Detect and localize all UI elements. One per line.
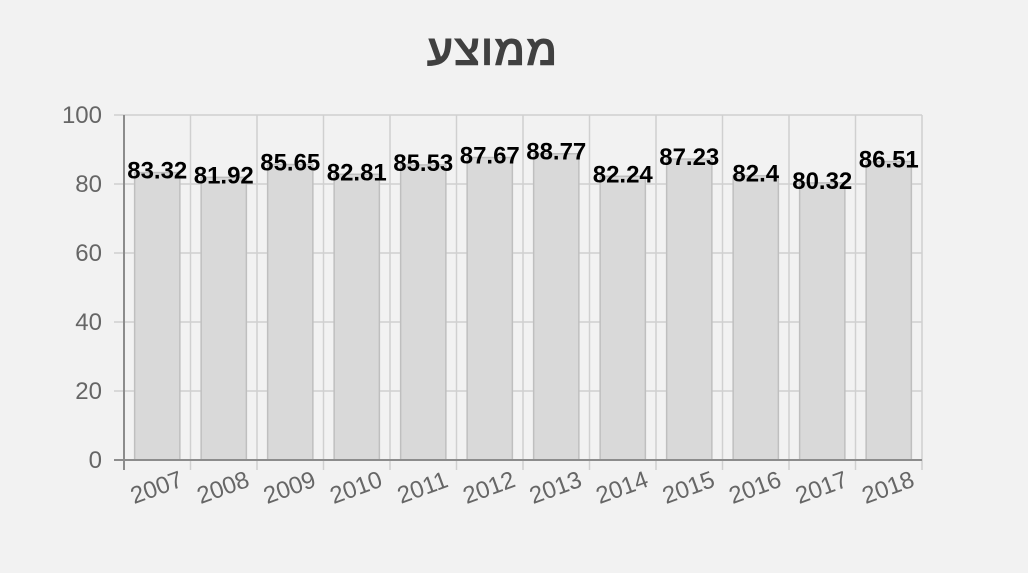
bar-2010 [333, 173, 381, 461]
bar-2011 [399, 164, 447, 461]
y-tick-label: 0 [89, 447, 102, 474]
y-tick-label: 20 [75, 378, 102, 405]
bar-2008 [200, 176, 248, 461]
bar-2017 [798, 182, 846, 461]
x-tick-label-2008: 2008 [193, 466, 252, 510]
x-tick-label-2015: 2015 [659, 466, 718, 510]
data-label-2009: 85.65 [260, 150, 320, 177]
bar-2014 [599, 175, 647, 461]
bar-2016 [732, 174, 780, 461]
data-label-2010: 82.81 [327, 159, 387, 186]
data-label-2016: 82.4 [732, 161, 779, 188]
data-label-2012: 87.67 [460, 143, 520, 170]
y-axis-ticks: 0 20 40 60 80 100 [62, 102, 102, 474]
bar-2018 [865, 160, 913, 461]
x-tick-label-2018: 2018 [858, 466, 917, 510]
x-axis-ticks: 2007 2008 2009 2010 2011 2012 2013 2014 2015 2016… [127, 466, 918, 510]
data-label-2017: 80.32 [792, 168, 852, 195]
bar-2007 [133, 171, 181, 461]
bar-2015 [665, 158, 713, 461]
y-tick-label: 60 [75, 240, 102, 267]
data-label-2008: 81.92 [194, 162, 254, 189]
y-tick-label: 80 [75, 171, 102, 198]
chart-title: ממוצע [426, 26, 557, 75]
x-tick-label-2014: 2014 [592, 466, 651, 510]
y-tick-label: 100 [62, 102, 102, 129]
data-label-2015: 87.23 [659, 144, 719, 171]
data-labels: 83.32 81.92 85.65 82.81 85.53 87.67 88.77 82.24… [127, 139, 919, 195]
data-label-2013: 88.77 [526, 139, 586, 166]
data-label-2007: 83.32 [127, 158, 187, 185]
axes [114, 115, 922, 470]
x-tick-label-2011: 2011 [394, 466, 452, 509]
x-tick-label-2013: 2013 [526, 466, 585, 510]
x-tick-label-2010: 2010 [326, 466, 385, 510]
x-tick-label-2012: 2012 [459, 466, 518, 510]
x-tick-label-2016: 2016 [725, 466, 784, 510]
data-label-2018: 86.51 [859, 147, 919, 174]
y-tick-label: 40 [75, 309, 102, 336]
bar-2013 [532, 152, 580, 461]
data-label-2011: 85.53 [393, 150, 453, 177]
bar-2009 [266, 163, 314, 461]
bars [133, 152, 913, 461]
data-label-2014: 82.24 [593, 161, 654, 188]
x-tick-label-2017: 2017 [792, 466, 851, 510]
bar-2012 [466, 156, 514, 461]
x-tick-label-2009: 2009 [260, 466, 319, 510]
x-tick-label-2007: 2007 [127, 466, 186, 510]
